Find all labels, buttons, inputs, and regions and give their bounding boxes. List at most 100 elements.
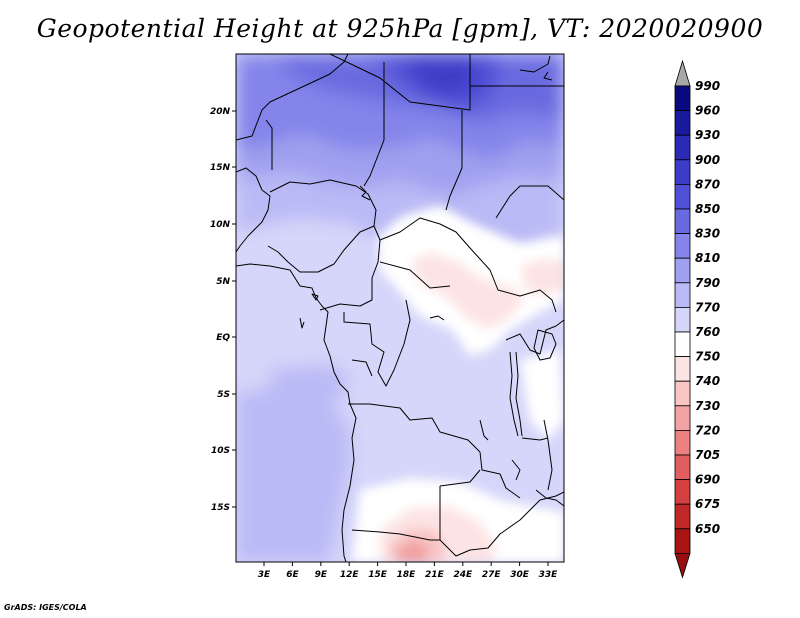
lon-tick-label: 18E — [397, 570, 417, 580]
colorbar-swatch — [674, 134, 691, 161]
border-gabon-congo — [343, 299, 411, 387]
coastline-red-sea-north — [519, 55, 551, 73]
lake-mweru — [479, 419, 489, 441]
colorbar-label: 830 — [695, 227, 720, 241]
field-band-750-east — [520, 258, 564, 296]
border-ethiopia — [495, 185, 564, 219]
axis-ticks — [232, 110, 549, 566]
border-car-south — [379, 261, 451, 289]
border-nigeria — [267, 179, 377, 273]
border-libya — [329, 54, 471, 111]
lon-tick-label: 21E — [425, 570, 445, 580]
coast-detail-1 — [299, 317, 305, 329]
lat-tick-label: 10S — [211, 446, 230, 456]
lake-tanganyika-east — [515, 351, 523, 437]
map-frame — [235, 53, 565, 563]
coastline-west-africa — [236, 167, 271, 253]
lon-axis-labels: 3E 6E 9E 12E 15E 18E 21E 24E 27E 30E 33E — [258, 570, 558, 580]
field-band-730-south — [396, 540, 428, 562]
colorbar-swatch — [674, 429, 691, 456]
coastlines-borders — [236, 54, 564, 562]
field-band-750-central — [410, 252, 526, 330]
colorbar-swatch — [674, 159, 691, 185]
lon-tick-label: 6E — [286, 570, 299, 580]
border-congo-coast — [351, 359, 373, 377]
grads-credit: GrADS: IGES/COLA — [4, 603, 87, 612]
lake-kariba — [511, 459, 521, 481]
lon-tick-label: 24E — [453, 570, 473, 580]
colorbar-swatch — [674, 306, 691, 333]
lon-tick-label: 12E — [340, 570, 360, 580]
border-zambia-north — [439, 469, 481, 487]
lon-tick-label: 27E — [482, 570, 502, 580]
border-uganda-kenya — [505, 319, 564, 355]
lat-axis-labels: 20N 15N 10N 5N EQ 5S 10S 15S — [210, 107, 231, 513]
field-band-760-east — [520, 350, 564, 440]
lon-tick-label: 30E — [510, 570, 530, 580]
colorbar-swatch — [674, 331, 691, 358]
colorbar-label: 770 — [695, 300, 720, 314]
colorbar-label: 870 — [695, 177, 720, 191]
colorbar-label: 740 — [695, 374, 720, 388]
figure-title: Geopotential Height at 925hPa [gpm], VT:… — [36, 14, 764, 43]
border-zambia — [479, 451, 521, 499]
river-detail-1 — [429, 315, 445, 321]
colorbar-label: 705 — [695, 448, 720, 462]
coastline-atlantic — [236, 263, 357, 562]
colorbar-label: 850 — [695, 202, 720, 216]
colorbar-label: 690 — [695, 473, 720, 487]
colorbar-label: 760 — [695, 325, 720, 339]
lat-tick-label: 5S — [217, 390, 230, 400]
lon-tick-label: 9E — [315, 570, 328, 580]
lon-tick-label: 33E — [539, 570, 559, 580]
colorbar-swatch — [674, 208, 691, 235]
coast-detail-2 — [543, 71, 553, 81]
field-patch-790-gulf — [270, 364, 350, 402]
colorbar-label: 675 — [695, 497, 720, 511]
border-chad-sudan — [445, 110, 463, 211]
border-mozambique — [535, 489, 564, 507]
colorbar-swatch — [674, 183, 691, 210]
border-cameroon — [319, 225, 381, 311]
island-bioko — [311, 293, 319, 301]
lake-chad — [359, 185, 371, 201]
border-tanzania-zambia — [521, 437, 549, 441]
colorbar-label: 650 — [695, 522, 720, 536]
colorbar-label: 790 — [695, 276, 720, 290]
colorbar-swatch — [674, 233, 691, 259]
border-niger-chad — [363, 62, 385, 187]
border-drc-angola — [348, 403, 481, 453]
lake-malawi — [543, 419, 553, 491]
colorbar-swatch — [674, 257, 691, 284]
colorbar-swatch — [674, 528, 691, 554]
border-car-south-sudan — [379, 217, 557, 313]
lake-tanganyika-west — [509, 351, 519, 437]
colorbar-swatch — [674, 282, 691, 308]
colorbar-label: 810 — [695, 251, 720, 265]
lat-tick-label: 15N — [210, 163, 231, 173]
lon-tick-label: 15E — [368, 570, 388, 580]
lat-tick-label: 15S — [211, 503, 230, 513]
colorbar-swatch — [674, 503, 691, 530]
colorbar-label: 990 — [695, 79, 720, 93]
lon-tick-label: 3E — [258, 570, 271, 580]
lat-tick-label: 10N — [210, 220, 231, 230]
height-field — [236, 54, 564, 562]
border-sahara-west — [236, 54, 349, 141]
lat-tick-label: EQ — [216, 333, 230, 343]
colorbar-swatch — [674, 85, 691, 112]
colorbar-swatch — [674, 479, 691, 505]
colorbar-swatch — [674, 110, 691, 136]
border-mali-niger — [265, 119, 273, 170]
colorbar: 990 960 930 900 870 850 830 810 790 770 760 750 740 7… — [674, 59, 720, 579]
border-namibia-botswana — [351, 491, 564, 557]
lake-victoria — [533, 329, 557, 361]
colorbar-label: 730 — [695, 399, 720, 413]
colorbar-swatch — [674, 454, 691, 481]
colorbar-label: 720 — [695, 423, 720, 437]
field-band-790-southwest — [236, 388, 350, 562]
colorbar-label: 930 — [695, 128, 720, 142]
lat-tick-label: 20N — [210, 107, 231, 117]
